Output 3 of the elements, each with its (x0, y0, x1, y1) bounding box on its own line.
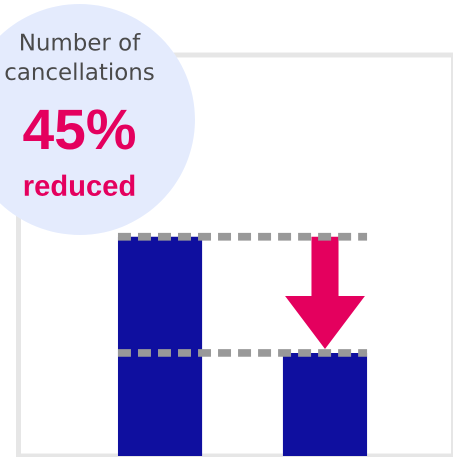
chart-title: Number of cancellations (6, 33, 154, 80)
text: reduced (24, 174, 134, 196)
text: 45% (23, 109, 135, 150)
